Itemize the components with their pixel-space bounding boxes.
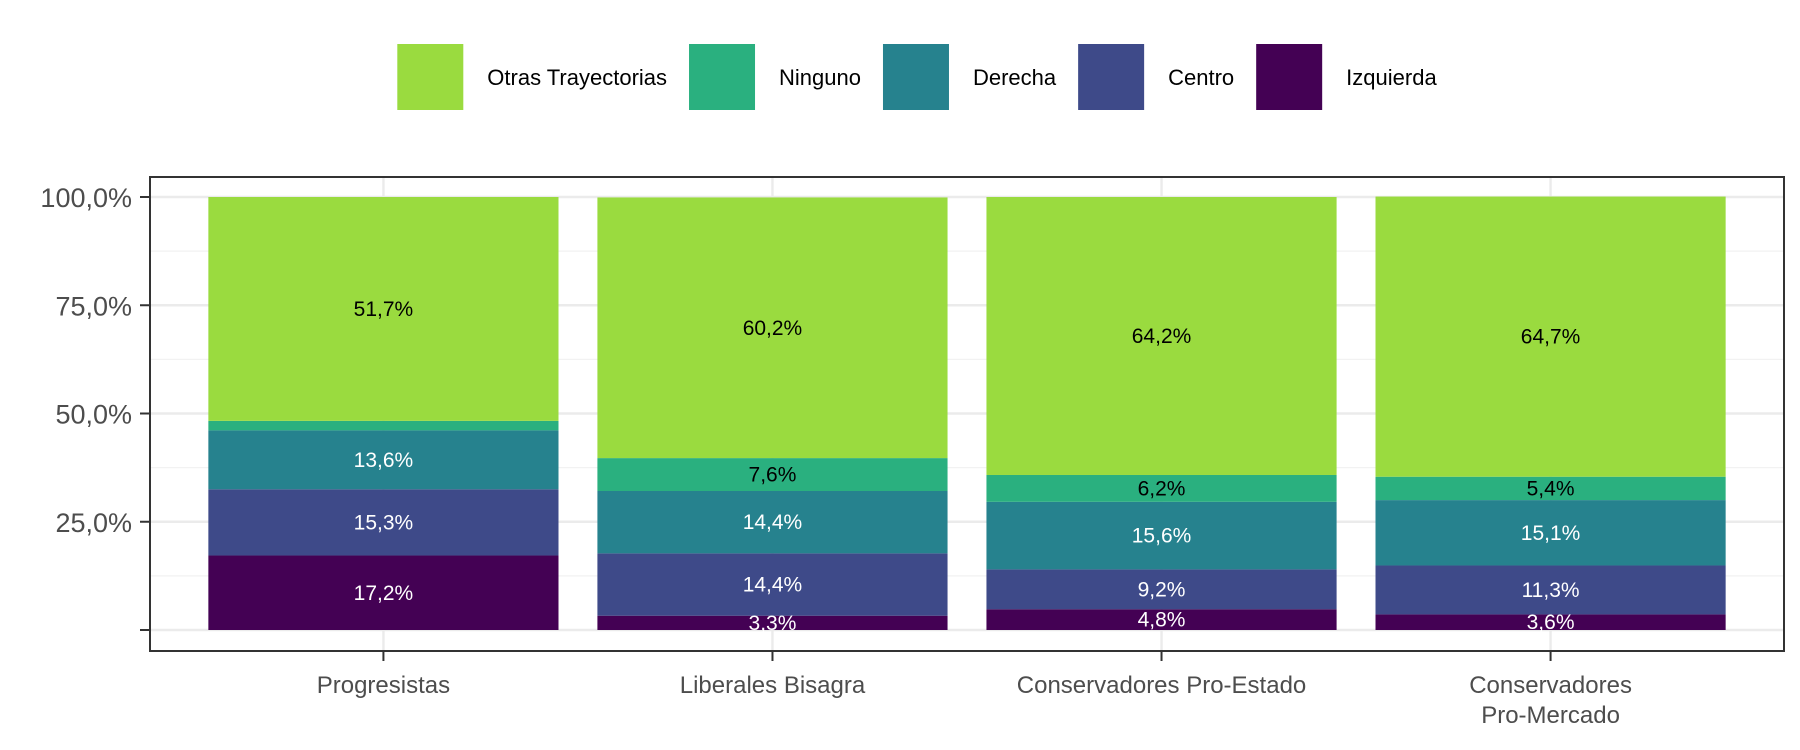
data-label: 51,7% [354,298,414,321]
data-label: 64,7% [1521,326,1581,349]
bar-segment [986,609,1337,630]
bar-segment [597,458,948,492]
y-tick-label: 50,0% [55,400,132,430]
data-label: 7,6% [749,464,797,487]
bar-segment [208,489,559,556]
bars [208,196,1726,630]
x-tick-label: Liberales Bisagra [680,672,866,699]
data-label: 6,2% [1138,477,1186,500]
bar-segment [208,197,559,421]
data-label: 15,6% [1132,525,1192,548]
x-tick-label: Progresistas [317,672,450,699]
legend-label: Izquierda [1346,65,1437,90]
data-labels: 17,2% 15,3% 13,6% 51,7% 3,3% 14,4% 14,4% 7,6% 60… [354,298,1581,635]
data-label: 4,8% [1138,609,1186,632]
data-label: 15,3% [354,511,414,534]
bar-segment [1375,565,1726,615]
data-label: 14,4% [743,574,803,597]
bar-segment [986,501,1337,570]
bar-segment [597,491,948,554]
bar-segment [986,197,1337,475]
legend-swatch [397,44,464,110]
legend-swatch [1256,44,1323,110]
data-label: 14,4% [743,511,803,534]
legend-swatch [1078,44,1145,110]
bar-segment [597,615,948,630]
bar-segment [1375,476,1726,501]
data-label: 17,2% [354,582,414,605]
bar-segment [208,430,559,490]
bar-segment [986,474,1337,502]
data-label: 15,1% [1521,522,1581,545]
legend-label: Otras Trayectorias [487,65,667,90]
bar-segment [986,569,1337,610]
x-tick-label: Pro-Mercado [1481,702,1620,729]
x-tick-label: Conservadores [1469,672,1632,699]
legend-label: Derecha [973,65,1057,90]
y-axis: 25,0% 50,0% 75,0% 100,0% [40,183,150,631]
data-label: 11,3% [1522,579,1580,602]
data-label: 13,6% [354,449,414,472]
y-tick-label: 25,0% [55,508,132,538]
bar-segment [208,555,559,630]
bar-segment [1375,500,1726,566]
bar-segment [597,553,948,616]
data-label: 3,6% [1527,611,1575,634]
bar-segment [597,197,948,459]
y-tick-label: 75,0% [55,291,132,321]
data-label: 64,2% [1132,325,1192,348]
legend-label: Ninguno [779,65,861,90]
legend-swatch [689,44,756,110]
legend-label: Centro [1168,65,1234,90]
y-tick-label: 100,0% [40,183,132,213]
bar-segment [1375,614,1726,630]
bar-segment [208,420,559,431]
x-tick-label: Conservadores Pro-Estado [1017,672,1306,699]
bar-segment [1375,196,1726,477]
data-label: 9,2% [1138,578,1186,601]
legend-swatch [882,44,949,110]
data-label: 60,2% [743,317,803,340]
legend: Otras Trayectorias Ninguno Derecha Centro Iz… [397,44,1437,110]
data-label: 5,4% [1527,477,1575,500]
x-axis: Progresistas Liberales Bisagra Conservador… [317,651,1632,729]
data-label: 3,3% [749,612,797,635]
